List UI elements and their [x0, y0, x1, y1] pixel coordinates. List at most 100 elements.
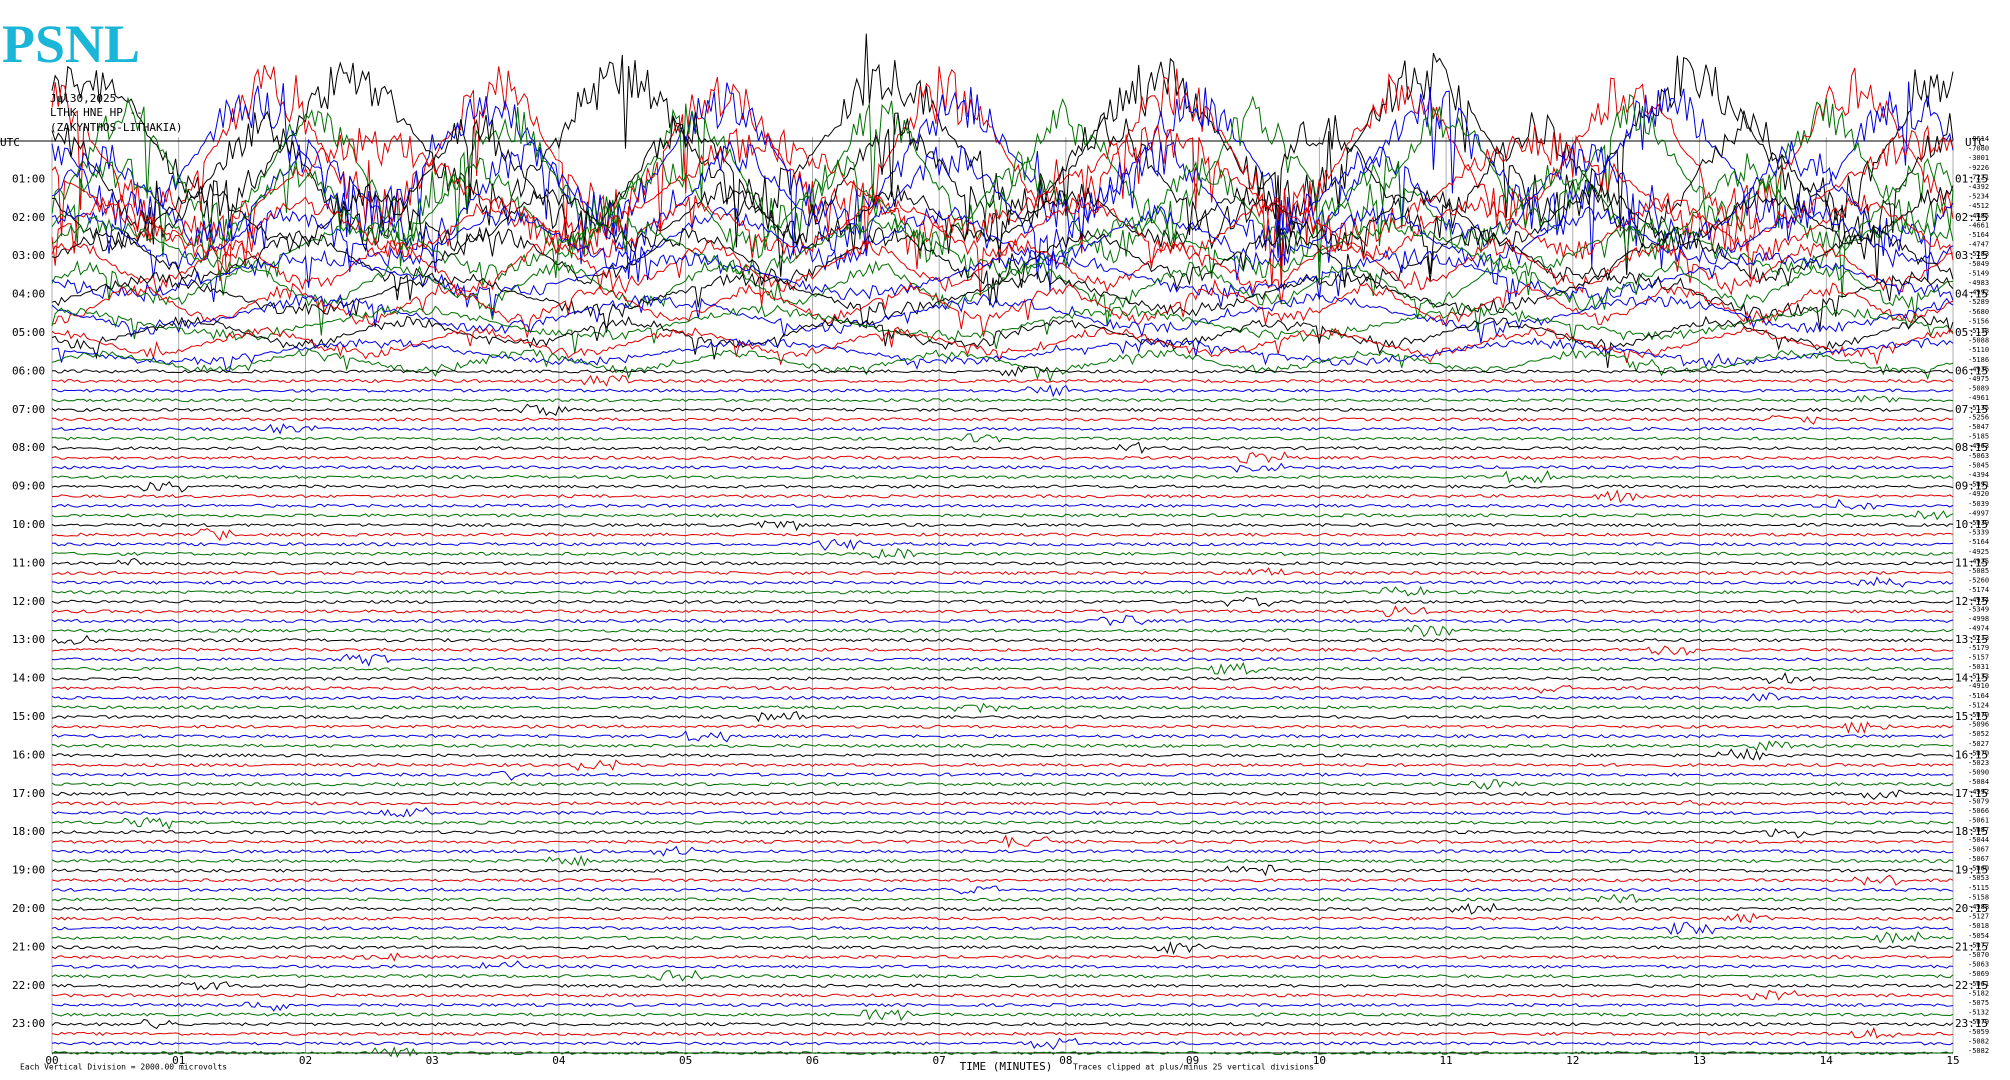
- row-offset: -5110: [1968, 346, 1989, 354]
- row-offset: -5680: [1968, 308, 1989, 316]
- trace: [51, 585, 1954, 597]
- x-tick-label: 01: [172, 1054, 185, 1067]
- row-offset: -4983: [1968, 279, 1989, 287]
- trace: [51, 123, 1954, 276]
- trace: [51, 759, 1954, 772]
- row-offset: -9226: [1968, 164, 1989, 172]
- trace: [51, 567, 1954, 576]
- row-offset: -5091: [1968, 481, 1989, 489]
- trace: [51, 969, 1954, 982]
- row-offset: -5339: [1968, 529, 1989, 537]
- x-tick-label: 10: [1313, 1054, 1326, 1067]
- row-offset: -4997: [1968, 509, 1989, 517]
- trace: [51, 902, 1954, 915]
- row-offset: -5027: [1968, 740, 1989, 748]
- row-offset: -5289: [1968, 298, 1989, 306]
- left-hour-label: 16:00: [12, 748, 45, 761]
- right-hour-label: 14:15: [1955, 672, 1988, 685]
- row-offset: -5082: [1968, 1037, 1989, 1045]
- row-offset: -4925: [1968, 557, 1989, 565]
- clip-note: Traces clipped at plus/minus 25 vertical…: [1073, 1063, 1314, 1072]
- trace: [51, 1018, 1954, 1030]
- trace: [51, 557, 1954, 566]
- row-offset: -5054: [1968, 932, 1989, 940]
- row-offset: -4963: [1968, 442, 1989, 450]
- left-hour-label: 19:00: [12, 864, 45, 877]
- left-hour-label: 07:00: [12, 403, 45, 416]
- x-tick-label: 04: [552, 1054, 566, 1067]
- right-hour-label: 06:15: [1955, 364, 1988, 377]
- right-hour-label: 22:15: [1955, 979, 1988, 992]
- row-offset: -5053: [1968, 874, 1989, 882]
- trace: [51, 528, 1954, 542]
- trace: [51, 480, 1954, 493]
- trace: [51, 864, 1954, 877]
- trace: [51, 302, 1954, 354]
- row-offset: -4974: [1968, 625, 1989, 633]
- row-offset: -5164: [1968, 231, 1989, 239]
- trace: [51, 547, 1954, 560]
- trace: [51, 779, 1954, 791]
- right-hour-label: 20:15: [1955, 902, 1988, 915]
- right-hour-label: 13:15: [1955, 633, 1988, 646]
- trace: [51, 415, 1954, 425]
- row-offset: -5084: [1968, 778, 1989, 786]
- row-offset: -5132: [1968, 1009, 1989, 1017]
- right-hour-label: 10:15: [1955, 518, 1988, 531]
- right-hour-label: 03:15: [1955, 249, 1988, 262]
- row-offset: -5082: [1968, 1047, 1989, 1055]
- trace: [51, 520, 1954, 532]
- x-tick-label: 08: [1059, 1054, 1072, 1067]
- row-offset: -5087: [1968, 826, 1989, 834]
- trace: [51, 65, 1954, 289]
- right-hour-label: 04:15: [1955, 288, 1988, 301]
- trace: [51, 203, 1954, 285]
- right-hour-label: 15:15: [1955, 710, 1988, 723]
- row-offset: -5049: [1968, 260, 1989, 268]
- trace: [51, 921, 1954, 936]
- row-offset: -5077: [1968, 941, 1989, 949]
- left-hour-label: 12:00: [12, 595, 45, 608]
- trace: [51, 940, 1954, 955]
- left-hour-label: 03:00: [12, 249, 45, 262]
- trace: [51, 1009, 1954, 1022]
- right-hour-label: 18:15: [1955, 825, 1988, 838]
- row-offset: -4998: [1968, 615, 1989, 623]
- trace: [51, 692, 1954, 702]
- row-offset: -5031: [1968, 663, 1989, 671]
- trace: [51, 893, 1954, 904]
- trace: [51, 441, 1954, 455]
- row-offset: -5067: [1968, 845, 1989, 853]
- row-offset: -5067: [1968, 855, 1989, 863]
- left-hour-label: 08:00: [12, 441, 45, 454]
- trace: [51, 498, 1954, 510]
- trace: [51, 259, 1954, 336]
- row-offset: -5127: [1968, 913, 1989, 921]
- row-offset: -5164: [1968, 692, 1989, 700]
- row-offset: -5157: [1968, 653, 1989, 661]
- row-offset: -3001: [1968, 154, 1989, 162]
- x-tick-label: 09: [1186, 1054, 1199, 1067]
- trace: [51, 1026, 1954, 1039]
- row-offset: -5256: [1968, 413, 1989, 421]
- row-offset: -4988: [1968, 903, 1989, 911]
- trace: [51, 653, 1954, 667]
- left-hour-label: 11:00: [12, 556, 45, 569]
- row-offset: -5023: [1968, 759, 1989, 767]
- left-hour-label: 02:00: [12, 211, 45, 224]
- right-hour-label: 12:15: [1955, 595, 1988, 608]
- row-offset: -5039: [1968, 500, 1989, 508]
- row-offset: -5133: [1968, 673, 1989, 681]
- row-offset: -5186: [1968, 356, 1989, 364]
- trace: [51, 845, 1954, 857]
- trace: [51, 394, 1954, 404]
- trace: [51, 451, 1954, 464]
- left-hour-label: 13:00: [12, 633, 45, 646]
- row-offset: -5349: [1968, 605, 1989, 613]
- x-tick-label: 15: [1946, 1054, 1959, 1067]
- right-hour-label: 01:15: [1955, 172, 1988, 185]
- row-offset: -5045: [1968, 461, 1989, 469]
- trace: [51, 634, 1954, 645]
- row-offset: -5061: [1968, 817, 1989, 825]
